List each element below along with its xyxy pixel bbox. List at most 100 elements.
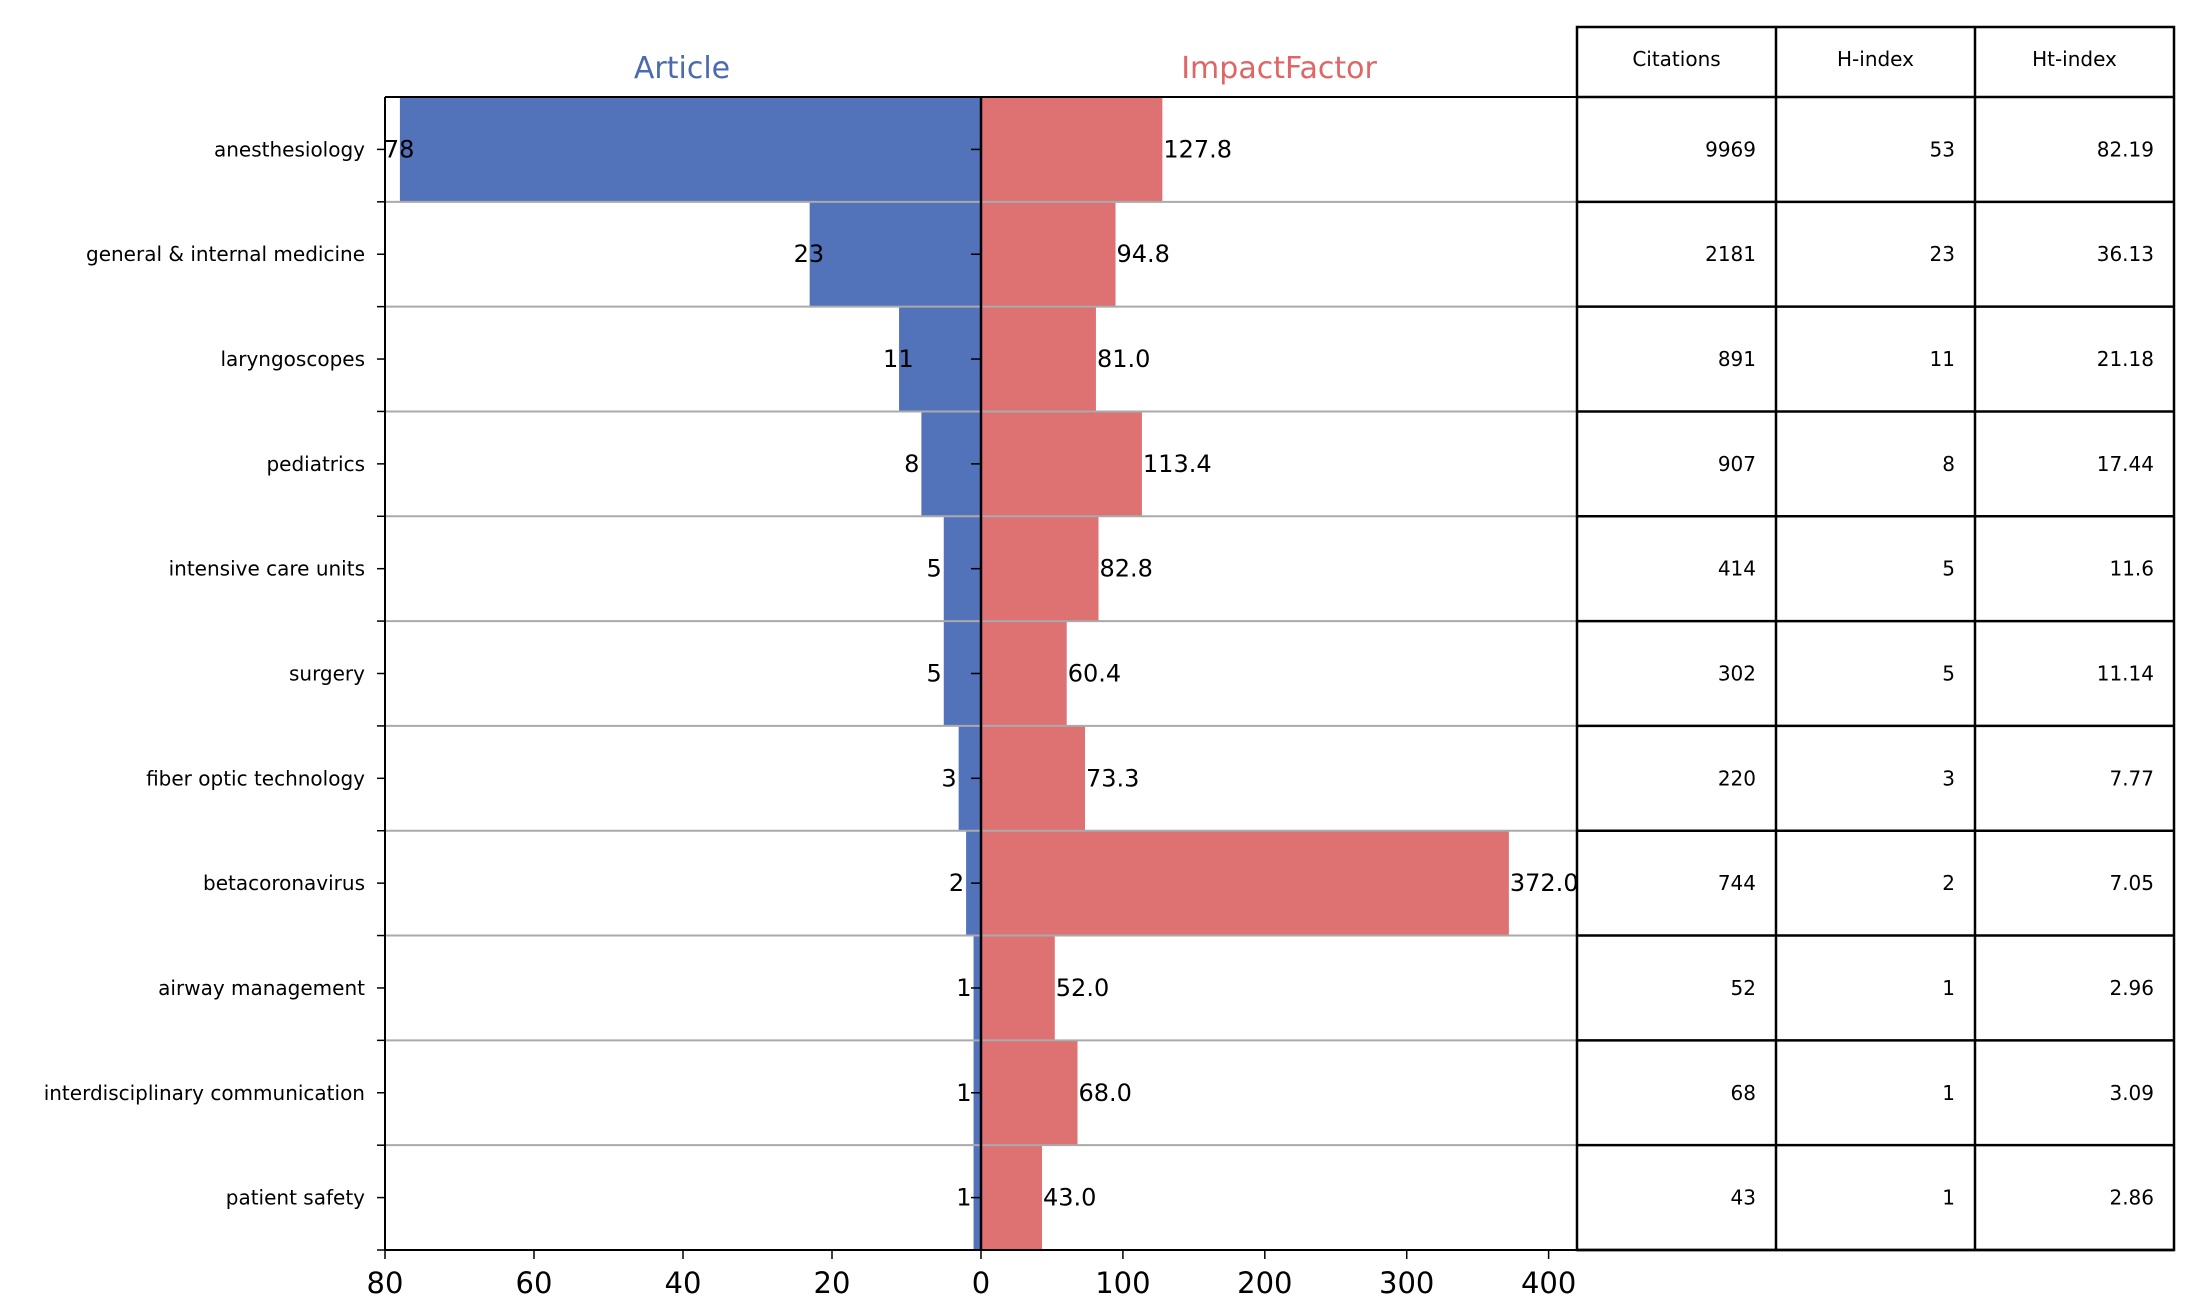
axes-layer: 80 60 40 20 0 100 200 300 400 <box>367 96 1577 1300</box>
article-value-label: 2 <box>949 869 964 897</box>
article-value-label: 5 <box>926 555 941 583</box>
table-cell: 907 <box>1718 452 1756 476</box>
article-value-label: 5 <box>926 660 941 688</box>
table-cell: 1 <box>1942 1186 1955 1210</box>
bars-layer <box>399 97 1509 1250</box>
table-cell: 9969 <box>1705 137 1756 161</box>
table-cell: 8 <box>1942 452 1955 476</box>
table-cell: 11.6 <box>2109 557 2154 581</box>
x-tick-label-article: 40 <box>665 1266 702 1300</box>
table-cell: 2.86 <box>2109 1186 2154 1210</box>
article-value-label: 1 <box>956 1079 971 1107</box>
table-cell: 220 <box>1718 766 1756 790</box>
impactfactor-value-label: 60.4 <box>1068 660 1121 688</box>
table-cell: 21.18 <box>2097 347 2154 371</box>
table-cell: 23 <box>1930 242 1955 266</box>
impactfactor-bar <box>981 306 1096 412</box>
category-label: surgery <box>289 662 365 686</box>
table-frame <box>1575 25 2176 1252</box>
impactfactor-value-label: 68.0 <box>1078 1079 1131 1107</box>
impactfactor-value-label: 127.8 <box>1163 135 1232 163</box>
impactfactor-bar <box>981 1145 1043 1250</box>
table-cell: 11.14 <box>2097 662 2154 686</box>
impactfactor-bar <box>981 201 1116 307</box>
category-label: laryngoscopes <box>220 347 365 371</box>
table-cell: 3.09 <box>2109 1081 2154 1105</box>
category-label: general & internal medicine <box>86 242 365 266</box>
table-cell: 17.44 <box>2097 452 2154 476</box>
table-cell: 302 <box>1718 662 1756 686</box>
impactfactor-value-label: 81.0 <box>1097 345 1150 373</box>
article-value-label: 78 <box>384 135 415 163</box>
impactfactor-value-label: 94.8 <box>1117 240 1170 268</box>
table-header: Ht-index <box>2032 47 2117 71</box>
category-label: pediatrics <box>266 452 365 476</box>
article-bar <box>958 725 981 831</box>
table-cell: 414 <box>1718 557 1756 581</box>
table-cell: 1 <box>1942 976 1955 1000</box>
article-value-label: 3 <box>941 764 956 792</box>
table-cell: 5 <box>1942 662 1955 686</box>
category-label: airway management <box>158 976 365 1000</box>
category-label: patient safety <box>226 1186 365 1210</box>
table-cell: 11 <box>1930 347 1955 371</box>
category-label: fiber optic technology <box>146 766 365 790</box>
impactfactor-bar <box>981 411 1142 517</box>
article-bar <box>809 201 981 307</box>
category-label: betacoronavirus <box>203 871 365 895</box>
impactfactor-value-label: 82.8 <box>1099 555 1152 583</box>
article-value-label: 1 <box>956 974 971 1002</box>
table-cell: 891 <box>1718 347 1756 371</box>
category-label: interdisciplinary communication <box>44 1081 365 1105</box>
table-cell: 5 <box>1942 557 1955 581</box>
impactfactor-bar <box>981 830 1509 936</box>
table-cell: 36.13 <box>2097 242 2154 266</box>
impactfactor-value-label: 52.0 <box>1056 974 1109 1002</box>
category-label: intensive care units <box>169 557 365 581</box>
table-header: Citations <box>1632 47 1720 71</box>
table-cell: 43 <box>1731 1186 1756 1210</box>
x-tick-label-impactfactor: 400 <box>1521 1266 1576 1300</box>
impactfactor-bar <box>981 935 1055 1041</box>
table-cell: 52 <box>1731 976 1756 1000</box>
article-bar <box>899 306 981 412</box>
table-cell: 3 <box>1942 766 1955 790</box>
article-bar <box>399 97 981 202</box>
x-tick-label-impactfactor: 100 <box>1095 1266 1150 1300</box>
impactfactor-bar <box>981 516 1099 622</box>
x-tick-label-impactfactor: 300 <box>1379 1266 1434 1300</box>
article-panel-title: Article <box>634 51 730 86</box>
impactfactor-panel-title: ImpactFactor <box>1181 51 1377 86</box>
x-tick-label-article: 80 <box>367 1266 404 1300</box>
table-header: H-index <box>1837 47 1914 71</box>
impactfactor-value-label: 372.0 <box>1510 869 1579 897</box>
article-value-label: 1 <box>956 1184 971 1212</box>
table-cell: 2 <box>1942 871 1955 895</box>
x-tick-label-article: 0 <box>972 1266 990 1300</box>
impactfactor-bar <box>981 97 1163 202</box>
table-cell: 2181 <box>1705 242 1756 266</box>
x-tick-label-article: 20 <box>814 1266 851 1300</box>
table-cell: 7.77 <box>2109 766 2154 790</box>
article-value-label: 23 <box>794 240 825 268</box>
table-cell: 2.96 <box>2109 976 2154 1000</box>
table-cell: 744 <box>1718 871 1756 895</box>
article-value-label: 11 <box>883 345 914 373</box>
impactfactor-value-label: 73.3 <box>1086 764 1139 792</box>
table-cell: 53 <box>1930 137 1955 161</box>
category-label: anesthesiology <box>214 137 365 161</box>
impactfactor-bar <box>981 1040 1078 1146</box>
impactfactor-value-label: 113.4 <box>1143 450 1212 478</box>
article-value-label: 8 <box>904 450 919 478</box>
impactfactor-bar <box>981 621 1067 726</box>
x-tick-label-article: 60 <box>516 1266 553 1300</box>
table-cell: 68 <box>1731 1081 1756 1105</box>
impactfactor-bar <box>981 725 1086 831</box>
table-cell: 7.05 <box>2109 871 2154 895</box>
table-cell: 82.19 <box>2097 137 2154 161</box>
x-tick-label-impactfactor: 200 <box>1237 1266 1292 1300</box>
impactfactor-value-label: 43.0 <box>1043 1184 1096 1212</box>
